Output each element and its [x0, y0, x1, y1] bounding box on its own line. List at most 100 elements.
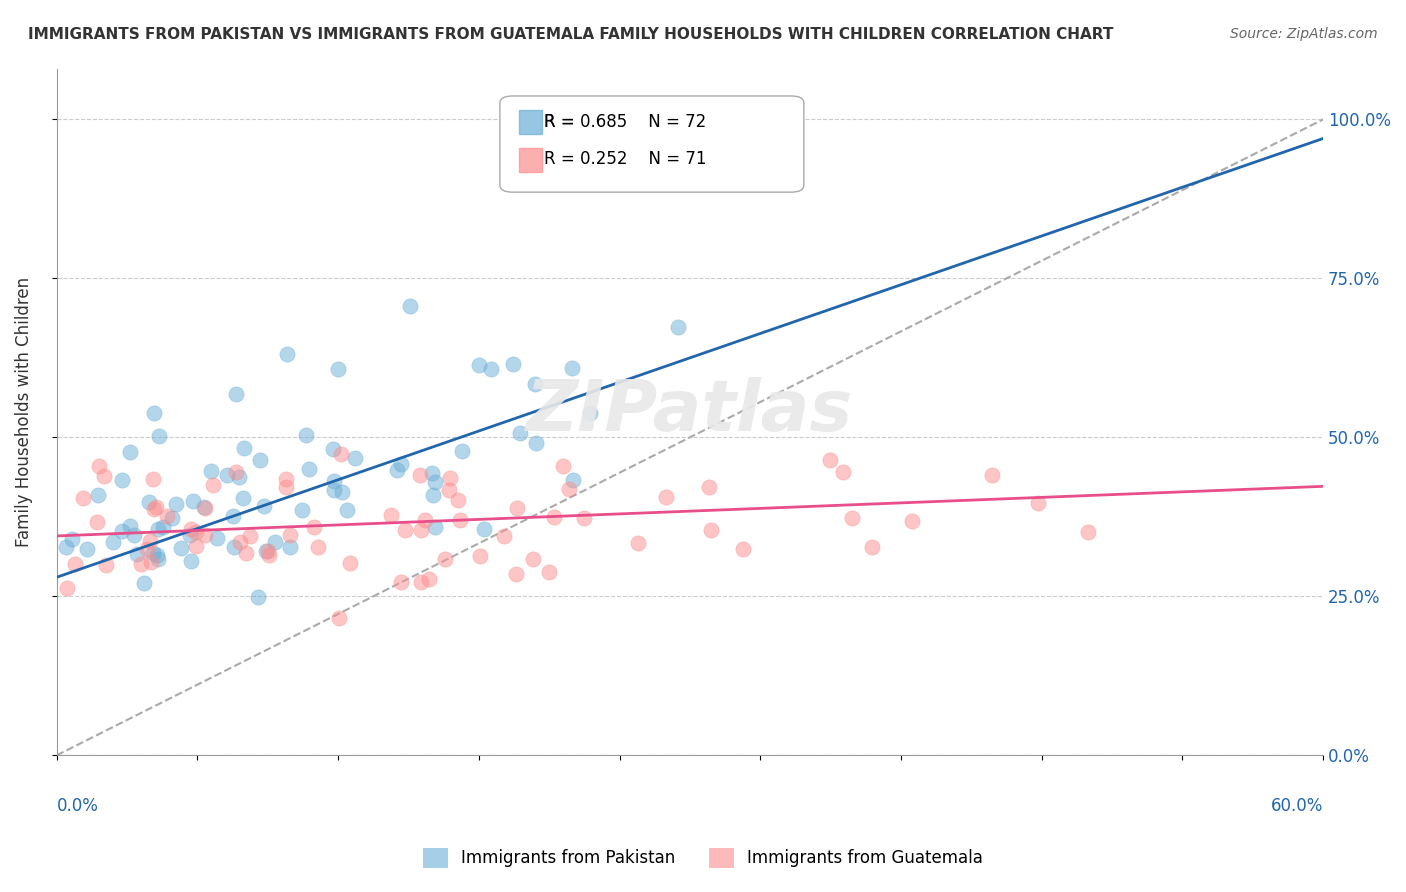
- Point: [389, 574, 412, 589]
- Point: [451, 443, 474, 458]
- Text: R = 0.685    N = 72: R = 0.685 N = 72: [544, 113, 706, 131]
- Point: [439, 471, 461, 485]
- Text: ZIPatlas: ZIPatlas: [526, 377, 853, 446]
- Point: [572, 511, 595, 525]
- Text: R =: R =: [544, 113, 581, 131]
- Point: [194, 501, 217, 516]
- Point: [125, 547, 148, 561]
- Point: [139, 534, 162, 549]
- Point: [274, 480, 297, 494]
- Point: [655, 490, 678, 504]
- Point: [323, 475, 346, 489]
- Point: [179, 528, 201, 542]
- Point: [111, 524, 134, 539]
- Point: [860, 540, 883, 554]
- Point: [323, 483, 346, 498]
- Point: [558, 482, 581, 496]
- Point: [343, 451, 366, 466]
- Point: [820, 453, 842, 467]
- Point: [111, 473, 134, 487]
- Text: IMMIGRANTS FROM PAKISTAN VS IMMIGRANTS FROM GUATEMALA FAMILY HOUSEHOLDS WITH CHI: IMMIGRANTS FROM PAKISTAN VS IMMIGRANTS F…: [28, 27, 1114, 42]
- Point: [439, 483, 461, 497]
- Point: [502, 357, 524, 371]
- Point: [249, 453, 271, 467]
- Point: [194, 528, 217, 542]
- Point: [253, 499, 276, 513]
- Point: [278, 527, 301, 541]
- Point: [468, 358, 491, 372]
- FancyBboxPatch shape: [501, 96, 804, 192]
- Point: [254, 543, 277, 558]
- Point: [841, 510, 863, 524]
- Point: [72, 491, 94, 505]
- Point: [225, 387, 247, 401]
- Point: [522, 552, 544, 566]
- Point: [389, 457, 412, 471]
- Point: [423, 520, 446, 534]
- Bar: [519, 110, 541, 134]
- Point: [411, 575, 433, 590]
- Point: [398, 299, 420, 313]
- Point: [156, 508, 179, 523]
- Point: [330, 485, 353, 500]
- Point: [423, 475, 446, 490]
- Point: [186, 525, 208, 540]
- Point: [336, 503, 359, 517]
- Point: [94, 558, 117, 572]
- Point: [506, 500, 529, 515]
- Point: [233, 441, 256, 455]
- Point: [561, 473, 583, 487]
- Point: [278, 541, 301, 555]
- Point: [322, 442, 344, 457]
- Point: [55, 541, 77, 555]
- Point: [700, 523, 723, 537]
- Point: [409, 523, 432, 537]
- Point: [122, 528, 145, 542]
- Point: [553, 458, 575, 473]
- Point: [380, 508, 402, 523]
- Point: [118, 445, 141, 459]
- Point: [145, 500, 167, 514]
- Point: [135, 541, 157, 556]
- Point: [235, 546, 257, 560]
- Point: [103, 535, 125, 549]
- Point: [86, 516, 108, 530]
- Text: R = 0.252    N = 71: R = 0.252 N = 71: [544, 150, 707, 169]
- Point: [215, 468, 238, 483]
- Point: [447, 493, 470, 508]
- Point: [222, 508, 245, 523]
- Point: [239, 529, 262, 543]
- Point: [162, 511, 184, 525]
- Point: [494, 529, 516, 543]
- Text: Source: ZipAtlas.com: Source: ZipAtlas.com: [1230, 27, 1378, 41]
- Point: [205, 531, 228, 545]
- Point: [142, 472, 165, 486]
- Point: [148, 429, 170, 443]
- Point: [561, 361, 583, 376]
- Point: [537, 566, 560, 580]
- Point: [329, 447, 352, 461]
- Point: [579, 406, 602, 420]
- Point: [409, 468, 432, 483]
- Point: [505, 566, 527, 581]
- Point: [200, 465, 222, 479]
- Point: [142, 501, 165, 516]
- Point: [232, 491, 254, 505]
- Point: [981, 467, 1004, 482]
- Legend: Immigrants from Pakistan, Immigrants from Guatemala: Immigrants from Pakistan, Immigrants fro…: [416, 841, 990, 875]
- Point: [298, 462, 321, 476]
- Y-axis label: Family Households with Children: Family Households with Children: [15, 277, 32, 547]
- Point: [697, 479, 720, 493]
- Point: [63, 558, 86, 572]
- Point: [1077, 524, 1099, 539]
- Point: [509, 426, 531, 441]
- Point: [181, 493, 204, 508]
- Point: [264, 534, 287, 549]
- Point: [184, 540, 207, 554]
- Point: [449, 513, 471, 527]
- Point: [328, 362, 350, 376]
- Point: [180, 554, 202, 568]
- Point: [526, 435, 548, 450]
- Point: [145, 549, 167, 563]
- Point: [274, 472, 297, 486]
